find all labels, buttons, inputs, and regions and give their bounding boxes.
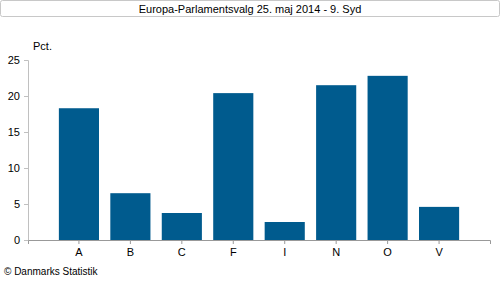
x-tick: O	[383, 240, 392, 258]
y-tick-label: 25	[8, 54, 20, 66]
y-tick: 0	[14, 234, 28, 246]
y-axis-line	[24, 61, 29, 241]
x-tick-label: I	[283, 246, 286, 258]
y-tick: 15	[8, 126, 28, 138]
y-tick-mark	[24, 132, 28, 133]
chart-svg: Europa-Parlamentsvalg 25. maj 2014 - 9. …	[0, 0, 500, 282]
y-axis-label: Pct.	[33, 40, 52, 52]
x-tick-label: V	[435, 246, 443, 258]
x-tick: V	[435, 240, 443, 258]
bar	[59, 108, 99, 240]
bar	[110, 193, 150, 240]
x-tick: F	[230, 240, 237, 258]
y-axis: 0 5 10 15 20 25	[8, 54, 29, 246]
x-tick-mark	[181, 240, 182, 244]
title-box	[1, 1, 500, 17]
x-tick: B	[127, 240, 134, 258]
bar	[162, 213, 202, 240]
y-tick-label: 15	[8, 126, 20, 138]
y-tick-mark	[24, 168, 28, 169]
x-tick-mark	[233, 240, 234, 244]
bar	[419, 207, 459, 240]
x-tick: N	[332, 240, 340, 258]
x-tick-label: F	[230, 246, 237, 258]
x-tick-label: A	[75, 246, 83, 258]
source-note: © Danmarks Statistik	[4, 266, 99, 277]
y-tick-label: 0	[14, 234, 20, 246]
y-tick-mark	[24, 204, 28, 205]
bar	[368, 76, 408, 240]
x-axis-line	[29, 241, 491, 245]
bars	[59, 76, 459, 240]
y-tick-mark	[24, 240, 28, 241]
x-axis: ABCFINOV	[29, 240, 491, 258]
x-tick-mark	[130, 240, 131, 244]
annotations: © Danmarks Statistik	[4, 266, 99, 277]
y-tick: 20	[8, 90, 28, 102]
x-tick-mark	[78, 240, 79, 244]
x-tick: A	[75, 240, 83, 258]
x-tick-mark	[336, 240, 337, 244]
x-tick-mark	[439, 240, 440, 244]
y-tick-mark	[24, 96, 28, 97]
title: Europa-Parlamentsvalg 25. maj 2014 - 9. …	[139, 3, 362, 15]
y-tick: 25	[8, 54, 28, 66]
bar	[316, 85, 356, 240]
y-tick-mark	[24, 60, 28, 61]
y-tick-label: 10	[8, 162, 20, 174]
x-tick-label: B	[127, 246, 134, 258]
x-tick-label: O	[383, 246, 392, 258]
x-tick: C	[178, 240, 186, 258]
bar	[213, 93, 253, 240]
y-tick-label: 5	[14, 198, 20, 210]
x-tick-mark	[387, 240, 388, 244]
y-tick: 10	[8, 162, 28, 174]
y-tick-label: 20	[8, 90, 20, 102]
x-tick: I	[283, 240, 286, 258]
x-tick-label: C	[178, 246, 186, 258]
chart-container: Europa-Parlamentsvalg 25. maj 2014 - 9. …	[0, 0, 500, 282]
x-tick-mark	[284, 240, 285, 244]
x-tick-label: N	[332, 246, 340, 258]
bar	[265, 222, 305, 240]
y-tick: 5	[14, 198, 28, 210]
